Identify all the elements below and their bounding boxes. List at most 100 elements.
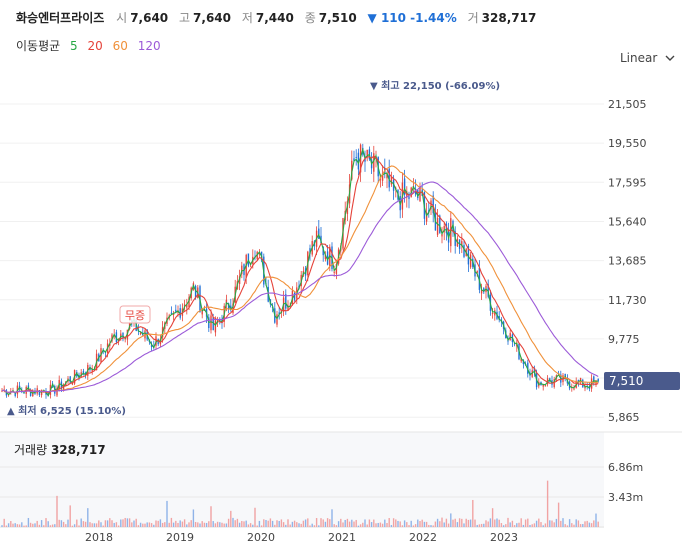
volume-bar	[445, 518, 448, 527]
candle-body	[476, 271, 478, 273]
volume-bar	[483, 523, 485, 527]
moving-average-lines	[1, 147, 599, 397]
volume-bar	[590, 523, 593, 527]
volume-bar	[419, 521, 421, 527]
event-label: 무증	[125, 309, 145, 322]
candle-body	[1, 390, 3, 392]
candle-body	[139, 332, 142, 335]
volume-bar	[278, 520, 280, 527]
candle-body	[544, 385, 547, 387]
volume-bar	[366, 524, 368, 527]
volume-title: 거래량 328,717	[14, 441, 106, 458]
candle-body	[425, 212, 428, 222]
volume-bar	[289, 524, 291, 527]
volume-bar	[183, 519, 186, 527]
volume-bar	[102, 525, 104, 527]
volume-bar	[346, 518, 349, 527]
volume-bar	[485, 520, 487, 527]
min-price-marker: ▲ 최저 6,525 (15.10%)	[7, 404, 126, 417]
volume-bar	[271, 520, 274, 527]
candle-body	[175, 309, 177, 312]
volume-bar	[441, 517, 443, 527]
volume-bar	[247, 524, 250, 527]
candle-body	[324, 255, 327, 260]
volume-bars	[1, 480, 599, 527]
volume-bar	[582, 524, 584, 527]
volume-bar	[384, 519, 386, 527]
volume-bar	[93, 523, 96, 527]
open-value: 7,640	[130, 11, 169, 25]
volume-bar	[439, 521, 441, 527]
volume-bar	[465, 518, 467, 527]
volume-bar	[159, 519, 162, 527]
volume-bar	[546, 480, 549, 527]
volume-bar	[150, 523, 153, 527]
ma-60-line	[1, 165, 599, 393]
volume-value: 328,717	[481, 11, 537, 25]
volume-bar	[38, 524, 41, 527]
volume-bar	[80, 518, 82, 527]
volume-bar	[234, 520, 236, 527]
volume-bar	[357, 525, 360, 527]
volume-bar	[461, 518, 463, 527]
volume-bar	[551, 520, 553, 527]
ma-20-line	[1, 155, 599, 394]
candle-body	[60, 381, 63, 389]
volume-bar	[216, 521, 219, 527]
y-tick-label: 11,730	[608, 294, 647, 307]
volume-bar	[186, 524, 188, 527]
volume-bar	[175, 520, 177, 527]
candle-body	[210, 315, 212, 331]
candle-body	[183, 304, 186, 307]
volume-bar	[148, 522, 151, 527]
low-label: 저	[241, 11, 253, 25]
volume-bar	[131, 522, 133, 527]
candle-body	[214, 320, 217, 333]
volume-bar	[593, 520, 595, 527]
volume-bar	[500, 523, 503, 527]
volume-bar	[522, 524, 525, 527]
volume-bar	[21, 522, 23, 527]
volume-bar	[232, 517, 234, 527]
volume-bar	[340, 518, 342, 527]
candle-body	[186, 304, 188, 308]
volume-bar	[124, 517, 126, 527]
volume-bar	[313, 525, 316, 527]
volume-bar	[447, 523, 450, 527]
candle-body	[23, 392, 25, 394]
volume-bar	[274, 524, 276, 527]
volume-bar	[199, 523, 201, 527]
volume-bar	[276, 520, 278, 527]
volume-bar	[498, 519, 500, 527]
volume-bar	[168, 522, 170, 527]
volume-bar	[47, 521, 49, 527]
volume-bar	[23, 525, 25, 527]
candle-body	[227, 303, 230, 309]
volume-bar	[342, 522, 344, 527]
candle-body	[287, 305, 289, 311]
volume-bar	[333, 524, 335, 527]
low-value: 7,440	[255, 11, 294, 25]
volume-bar	[144, 523, 146, 527]
volume-bar	[197, 522, 199, 527]
volume-bar	[320, 518, 322, 527]
volume-bar	[509, 522, 511, 527]
volume-bar	[553, 522, 555, 527]
candle-body	[194, 285, 197, 298]
volume-bar	[62, 521, 65, 527]
volume-bar	[571, 523, 573, 527]
scale-selector[interactable]: Linear	[620, 51, 675, 65]
volume-bar	[560, 520, 562, 527]
volume-bar	[524, 519, 527, 527]
volume-bar	[14, 523, 16, 527]
volume-bar	[205, 522, 208, 527]
candle-body	[256, 251, 258, 260]
volume-bar	[120, 519, 122, 527]
volume-bar	[166, 500, 168, 527]
volume-bar	[267, 520, 269, 527]
volume-bar	[577, 520, 580, 527]
volume-bar	[78, 525, 80, 527]
volume-bar	[43, 525, 45, 527]
volume-bar	[238, 522, 241, 527]
candle-body	[432, 195, 434, 214]
